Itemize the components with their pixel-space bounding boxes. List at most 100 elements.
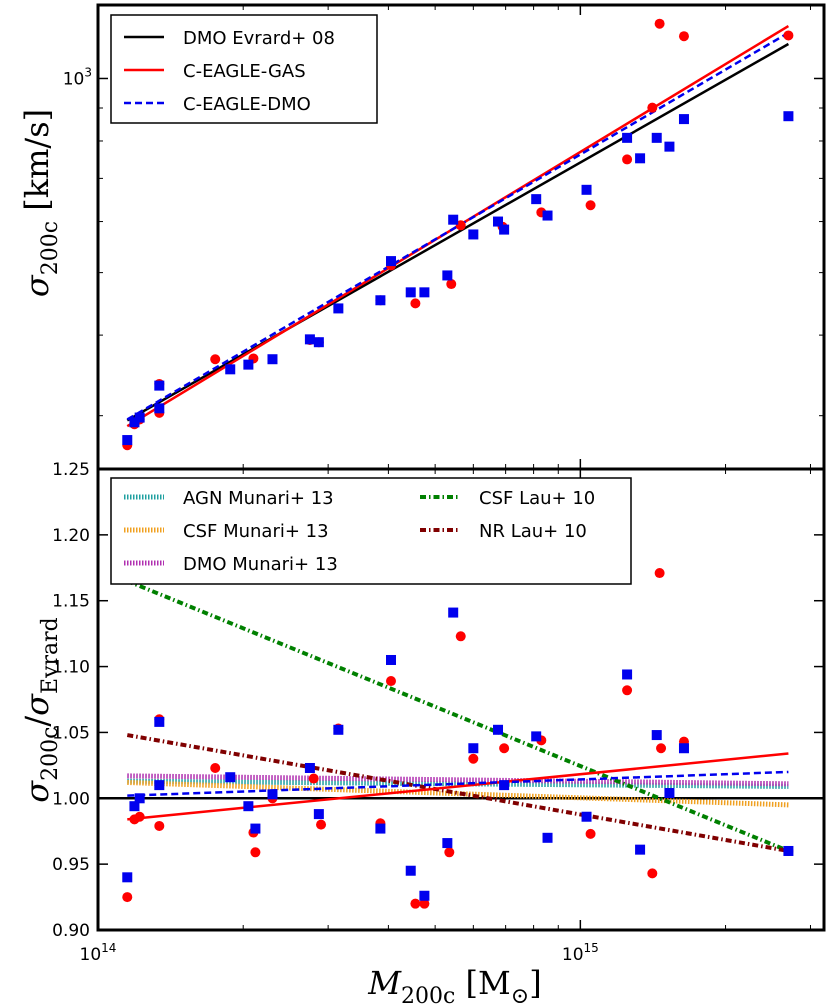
bottom-point-c-eagle-dmo	[304, 762, 315, 773]
svg-text:M200c [M⊙]: M200c [M⊙]	[367, 964, 541, 1008]
bottom-line-csf-munari-13	[127, 779, 789, 808]
axis-tick-labels: 1014 1015 103 0.90 0.95 1.00 1.05 1.10 1.15 1.20 1…	[52, 65, 599, 965]
bottom-point-c-eagle-dmo	[122, 872, 133, 883]
bottom-point-c-eagle-dmo	[313, 809, 324, 820]
top-point-c-eagle-gas	[654, 18, 665, 29]
bottom-point-c-eagle-dmo	[267, 789, 278, 800]
top-line-dmo-evrard-08	[126, 42, 790, 422]
x-tick-label: 1015	[562, 941, 599, 965]
x-tick-label: 1014	[80, 941, 117, 965]
bottom-point-c-eagle-gas	[410, 898, 421, 909]
top-point-c-eagle-dmo	[531, 194, 542, 205]
top-point-c-eagle-dmo	[313, 337, 324, 348]
bottom-point-c-eagle-gas	[386, 676, 397, 687]
bottom-line-c-eagle-dmo-fit	[127, 770, 789, 797]
bottom-y-tick-label: 1.00	[52, 789, 90, 809]
top-point-c-eagle-dmo	[678, 114, 689, 125]
top-point-c-eagle-gas	[455, 220, 466, 231]
bottom-point-c-eagle-dmo	[499, 780, 510, 791]
bottom-point-c-eagle-dmo	[250, 823, 261, 834]
bottom-legend-box	[110, 477, 632, 585]
bottom-point-c-eagle-gas	[308, 773, 319, 784]
svg-text:σ200c/σEvrard: σ200c/σEvrard	[18, 617, 63, 803]
bottom-point-c-eagle-gas	[250, 847, 261, 858]
bottom-point-c-eagle-dmo	[651, 730, 662, 741]
top-point-c-eagle-gas	[210, 354, 221, 365]
top-point-c-eagle-dmo	[333, 303, 344, 314]
top-y-tick-label: 103	[63, 65, 92, 89]
bottom-line-csf-lau-10	[126, 579, 790, 853]
bottom-legend-label: AGN Munari+ 13	[183, 488, 334, 509]
bottom-point-c-eagle-dmo	[678, 743, 689, 754]
bottom-point-c-eagle-dmo	[154, 780, 165, 791]
top-point-c-eagle-dmo	[154, 403, 165, 414]
bottom-point-c-eagle-dmo	[419, 890, 430, 901]
top-point-c-eagle-dmo	[225, 364, 236, 375]
bottom-y-tick-label: 1.25	[52, 460, 90, 480]
top-point-c-eagle-dmo	[134, 412, 145, 423]
top-point-c-eagle-gas	[585, 200, 596, 211]
bottom-y-tick-label: 0.90	[52, 921, 90, 941]
top-y-axis-label: σ200c [km/s]	[18, 109, 63, 297]
top-point-c-eagle-dmo	[651, 132, 662, 143]
bottom-point-c-eagle-gas	[122, 892, 133, 903]
top-point-c-eagle-dmo	[783, 111, 794, 122]
top-point-c-eagle-dmo	[635, 153, 646, 164]
bottom-point-c-eagle-dmo	[134, 793, 145, 804]
bottom-point-c-eagle-dmo	[129, 801, 140, 812]
top-point-c-eagle-dmo	[405, 287, 416, 298]
bottom-point-c-eagle-dmo	[442, 838, 453, 849]
top-legend: DMO Evrard+ 08 C-EAGLE-GAS C-EAGLE-DMO	[110, 14, 378, 124]
bottom-y-tick-label: 1.05	[52, 723, 90, 743]
bottom-legend-label: CSF Munari+ 13	[183, 521, 329, 542]
top-line-c-eagle-dmo	[126, 31, 790, 421]
bottom-point-c-eagle-gas	[499, 743, 510, 754]
bottom-y-tick-label: 0.95	[52, 855, 90, 875]
bottom-line-nr-lau-10	[126, 733, 789, 853]
bottom-point-c-eagle-dmo	[225, 772, 236, 783]
top-point-c-eagle-dmo	[664, 141, 675, 152]
bottom-y-tick-label: 1.15	[52, 592, 90, 612]
top-point-c-eagle-dmo	[468, 229, 479, 240]
bottom-point-c-eagle-dmo	[664, 788, 675, 799]
top-point-c-eagle-dmo	[386, 256, 397, 267]
bottom-point-c-eagle-gas	[654, 568, 665, 579]
bottom-point-c-eagle-dmo	[531, 731, 542, 742]
bottom-point-c-eagle-dmo	[448, 607, 459, 618]
bottom-y-tick-label: 1.20	[52, 526, 90, 546]
bottom-point-c-eagle-dmo	[581, 811, 592, 822]
bottom-point-c-eagle-gas	[656, 743, 667, 754]
top-point-c-eagle-dmo	[267, 354, 278, 365]
bottom-point-c-eagle-dmo	[468, 743, 479, 754]
bottom-panel-lines	[98, 579, 824, 853]
top-point-c-eagle-dmo	[493, 216, 504, 227]
bottom-legend-label: DMO Munari+ 13	[183, 554, 338, 575]
top-point-c-eagle-dmo	[129, 417, 140, 428]
bottom-point-c-eagle-dmo	[375, 823, 386, 834]
bottom-point-c-eagle-gas	[468, 753, 479, 764]
top-point-c-eagle-dmo	[419, 287, 430, 298]
top-point-c-eagle-dmo	[304, 334, 315, 345]
bottom-point-c-eagle-dmo	[493, 724, 504, 735]
bottom-point-c-eagle-dmo	[333, 724, 344, 735]
bottom-point-c-eagle-gas	[622, 685, 633, 696]
top-point-c-eagle-dmo	[448, 214, 459, 225]
bottom-plot-frame	[96, 467, 826, 932]
bottom-point-c-eagle-gas	[154, 820, 165, 831]
top-point-c-eagle-gas	[446, 279, 457, 290]
bottom-point-c-eagle-dmo	[405, 865, 416, 876]
top-point-c-eagle-dmo	[542, 210, 553, 221]
top-point-c-eagle-dmo	[154, 380, 165, 391]
bottom-point-c-eagle-dmo	[635, 844, 646, 855]
top-panel-data-points	[122, 18, 794, 451]
bottom-point-c-eagle-dmo	[622, 669, 633, 680]
bottom-legend-label: NR Lau+ 10	[479, 521, 587, 542]
top-point-c-eagle-gas	[783, 30, 794, 41]
top-legend-label: C-EAGLE-DMO	[183, 94, 311, 115]
bottom-point-c-eagle-dmo	[243, 801, 254, 812]
top-point-c-eagle-dmo	[243, 359, 254, 370]
svg-text:σ200c [km/s]: σ200c [km/s]	[18, 109, 63, 297]
top-point-c-eagle-gas	[678, 31, 689, 42]
bottom-point-c-eagle-gas	[419, 898, 430, 909]
